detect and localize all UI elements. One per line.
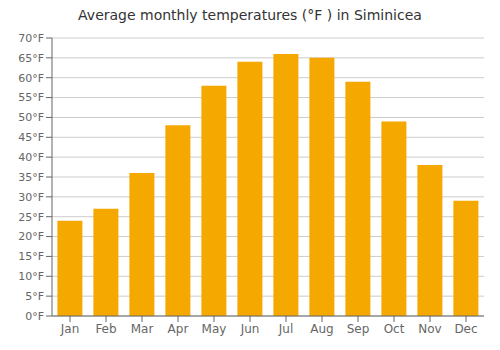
svg-text:Sep: Sep bbox=[347, 322, 370, 336]
svg-text:60°F: 60°F bbox=[18, 72, 44, 85]
svg-text:55°F: 55°F bbox=[18, 91, 44, 104]
svg-text:70°F: 70°F bbox=[18, 32, 44, 45]
svg-text:35°F: 35°F bbox=[18, 171, 44, 184]
svg-text:65°F: 65°F bbox=[18, 52, 44, 65]
svg-text:10°F: 10°F bbox=[18, 270, 44, 283]
svg-text:Oct: Oct bbox=[384, 322, 405, 336]
svg-text:Mar: Mar bbox=[131, 322, 154, 336]
svg-text:Aug: Aug bbox=[310, 322, 333, 336]
svg-text:45°F: 45°F bbox=[18, 131, 44, 144]
svg-text:Nov: Nov bbox=[418, 322, 441, 336]
svg-text:Dec: Dec bbox=[454, 322, 477, 336]
svg-text:50°F: 50°F bbox=[18, 111, 44, 124]
svg-text:15°F: 15°F bbox=[18, 250, 44, 263]
svg-text:Jul: Jul bbox=[278, 322, 293, 336]
svg-text:0°F: 0°F bbox=[25, 310, 44, 323]
svg-text:May: May bbox=[202, 322, 227, 336]
html-text:Average monthly temperatures (: Average monthly temperatures (°F ) in Si… bbox=[78, 7, 422, 23]
svg-text:Jun: Jun bbox=[240, 322, 260, 336]
svg-text:Jan: Jan bbox=[60, 322, 80, 336]
svg-text:30°F: 30°F bbox=[18, 191, 44, 204]
svg-text:Apr: Apr bbox=[168, 322, 189, 336]
svg-text:20°F: 20°F bbox=[18, 230, 44, 243]
svg-text:40°F: 40°F bbox=[18, 151, 44, 164]
svg-text:Feb: Feb bbox=[95, 322, 116, 336]
svg-text:25°F: 25°F bbox=[18, 211, 44, 224]
svg-text:5°F: 5°F bbox=[25, 290, 44, 303]
